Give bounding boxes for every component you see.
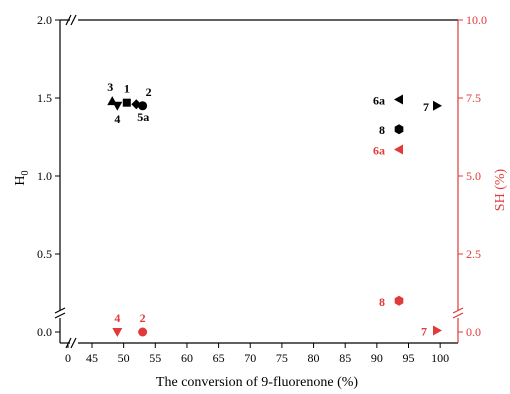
h0-point-4 [112,101,123,111]
h0-point-8 [394,124,404,135]
h0-point-label: 3 [107,80,113,94]
y-left-tick-label: 2.0 [37,13,52,27]
x-tick-label: 85 [339,351,351,365]
sh-point-label: 6a [373,143,385,157]
x-tick-label: 50 [118,351,130,365]
y-left-tick-label: 1.0 [37,169,52,183]
x-axis-title: The conversion of 9-fluorenone (%) [156,375,358,390]
right-axis-title: SH (%) [493,168,508,211]
x-axis-break-mark [70,14,77,26]
h0-point-2 [138,101,148,111]
y-axis-break-mark [452,312,464,319]
x-tick-label: 70 [244,351,256,365]
h0-point-1 [122,98,131,107]
axes-group [54,14,464,349]
x-tick-label: 65 [213,351,225,365]
y-left-tick-label: 0.0 [37,325,52,339]
x-tick-label: 75 [276,351,288,365]
y-right-tick-label: 0.0 [466,325,481,339]
x-tick-label: 0 [65,351,71,365]
x-tick-label: 100 [431,351,449,365]
h0-point-7 [432,100,442,111]
y-right-tick-label: 10.0 [466,13,487,27]
x-axis-break-mark [65,14,72,26]
y-right-tick-label: 2.5 [466,247,481,261]
h0-point-label: 5a [137,110,149,124]
h0-point-label: 4 [114,112,120,126]
sh-point-7 [432,325,442,336]
sh-point-6a [394,144,404,155]
x-tick-label: 90 [371,351,383,365]
svg-text:H0: H0 [13,170,31,185]
y-axis-break-mark [452,307,464,314]
sh-point-label: 8 [379,295,385,309]
h0-point-label: 6a [373,94,385,108]
y-axis-break-mark [54,307,66,314]
y-right-tick-label: 7.5 [466,91,481,105]
sh-point-4 [112,328,123,337]
h0-point-label: 7 [423,100,429,114]
y-right-tick-label: 5.0 [466,169,481,183]
left-axis-title-sub: 0 [20,170,31,175]
sh-point-2 [138,327,148,337]
y-axis-break-mark [54,312,66,319]
ticks-group: 0 45 50 55 60 65 70 75 80 85 90 95 100 0.0 0.5 1.0 1.5 2.… [37,13,487,365]
x-tick-label: 95 [403,351,415,365]
x-tick-label: 80 [308,351,320,365]
points-group: 3 4 1 5a 2 6a 7 8 4 2 6a 8 7 [107,80,442,338]
x-tick-label: 60 [181,351,193,365]
sh-point-8 [394,295,404,306]
h0-point-label: 8 [379,123,385,137]
left-axis-title-main: H [13,175,28,185]
sh-point-label: 4 [114,311,120,325]
h0-point-label: 1 [124,82,130,96]
y-left-tick-label: 0.5 [37,247,52,261]
y-left-tick-label: 1.5 [37,91,52,105]
h0-point-label: 2 [146,85,152,99]
x-tick-label: 45 [86,351,98,365]
x-axis-break-mark [70,337,77,349]
h0-point-6a [394,94,404,105]
titles-group: The conversion of 9-fluorenone (%) H0 SH… [13,168,508,390]
x-tick-label: 55 [149,351,161,365]
left-axis-title: H0 [13,170,31,185]
sh-point-label: 2 [140,311,146,325]
sh-point-label: 7 [421,324,427,338]
svg-text:SH (%): SH (%) [493,168,508,211]
